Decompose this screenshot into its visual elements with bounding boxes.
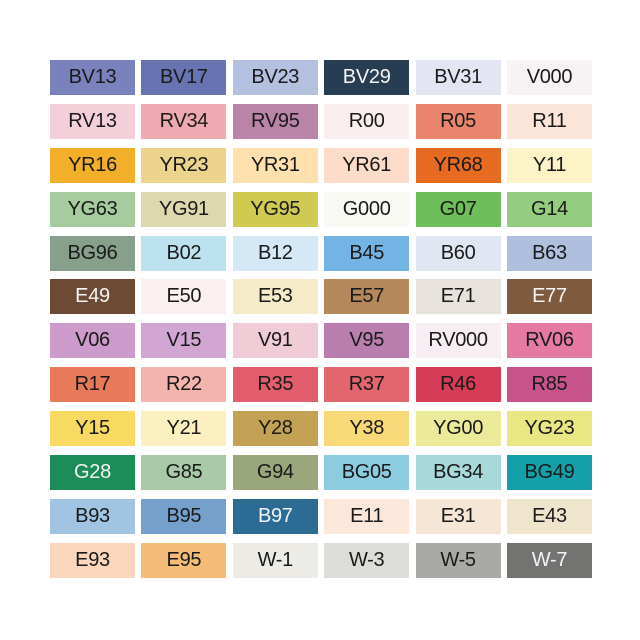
color-swatch-bg05: BG05 [324,455,410,491]
color-swatch-y15: Y15 [50,411,135,447]
color-swatch-r22: R22 [141,367,227,403]
color-swatch-rv06: RV06 [506,323,592,359]
color-swatch-yg23: YG23 [506,411,592,447]
color-swatch-r35: R35 [232,367,318,403]
color-swatch-r46: R46 [415,367,501,403]
color-swatch-bv17: BV17 [141,60,227,95]
color-swatch-w-7: W-7 [506,542,592,578]
color-swatch-b95: B95 [141,498,227,534]
color-swatch-v06: V06 [50,323,135,359]
color-swatch-e43: E43 [506,498,592,534]
color-swatch-rv000: RV000 [415,323,501,359]
color-swatch-w-1: W-1 [232,542,318,578]
color-swatch-y11: Y11 [506,147,592,183]
color-swatch-yr23: YR23 [141,147,227,183]
color-swatch-bv23: BV23 [232,60,318,95]
color-swatch-yr61: YR61 [324,147,410,183]
color-swatch-g28: G28 [50,455,135,491]
color-swatch-b60: B60 [415,235,501,271]
color-swatch-w-5: W-5 [415,542,501,578]
color-swatch-b93: B93 [50,498,135,534]
color-swatch-bg96: BG96 [50,235,135,271]
color-swatch-yr68: YR68 [415,147,501,183]
color-swatch-w-3: W-3 [324,542,410,578]
color-swatch-r05: R05 [415,103,501,139]
color-swatch-g14: G14 [506,191,592,227]
color-swatch-g07: G07 [415,191,501,227]
color-swatch-e93: E93 [50,542,135,578]
color-swatch-e71: E71 [415,279,501,315]
color-swatch-b97: B97 [232,498,318,534]
color-swatch-b63: B63 [506,235,592,271]
color-swatch-e57: E57 [324,279,410,315]
color-swatch-rv34: RV34 [141,103,227,139]
color-swatch-g85: G85 [141,455,227,491]
color-swatch-grid: BV13 BV17 BV23 BV29 BV31 V000 RV13 RV34 RV95 R00 R… [50,60,592,578]
color-swatch-r85: R85 [506,367,592,403]
color-swatch-v91: V91 [232,323,318,359]
color-swatch-bv13: BV13 [50,60,135,95]
color-swatch-v000: V000 [506,60,592,95]
color-swatch-yg91: YG91 [141,191,227,227]
color-swatch-y21: Y21 [141,411,227,447]
color-swatch-yg00: YG00 [415,411,501,447]
color-swatch-r00: R00 [324,103,410,139]
color-swatch-y38: Y38 [324,411,410,447]
color-swatch-e50: E50 [141,279,227,315]
color-swatch-e77: E77 [506,279,592,315]
color-swatch-b12: B12 [232,235,318,271]
color-swatch-e31: E31 [415,498,501,534]
color-swatch-v95: V95 [324,323,410,359]
color-swatch-yg63: YG63 [50,191,135,227]
color-swatch-rv13: RV13 [50,103,135,139]
color-swatch-b02: B02 [141,235,227,271]
color-swatch-r11: R11 [506,103,592,139]
color-swatch-e49: E49 [50,279,135,315]
color-swatch-rv95: RV95 [232,103,318,139]
color-swatch-r37: R37 [324,367,410,403]
color-swatch-yr16: YR16 [50,147,135,183]
color-swatch-bv31: BV31 [415,60,501,95]
color-swatch-e53: E53 [232,279,318,315]
color-swatch-e11: E11 [324,498,410,534]
color-swatch-b45: B45 [324,235,410,271]
color-swatch-v15: V15 [141,323,227,359]
color-swatch-bv29: BV29 [324,60,410,95]
color-swatch-yg95: YG95 [232,191,318,227]
color-swatch-g000: G000 [324,191,410,227]
color-swatch-r17: R17 [50,367,135,403]
color-swatch-e95: E95 [141,542,227,578]
color-swatch-bg49: BG49 [506,455,592,491]
color-swatch-g94: G94 [232,455,318,491]
color-swatch-y28: Y28 [232,411,318,447]
color-swatch-bg34: BG34 [415,455,501,491]
color-swatch-yr31: YR31 [232,147,318,183]
